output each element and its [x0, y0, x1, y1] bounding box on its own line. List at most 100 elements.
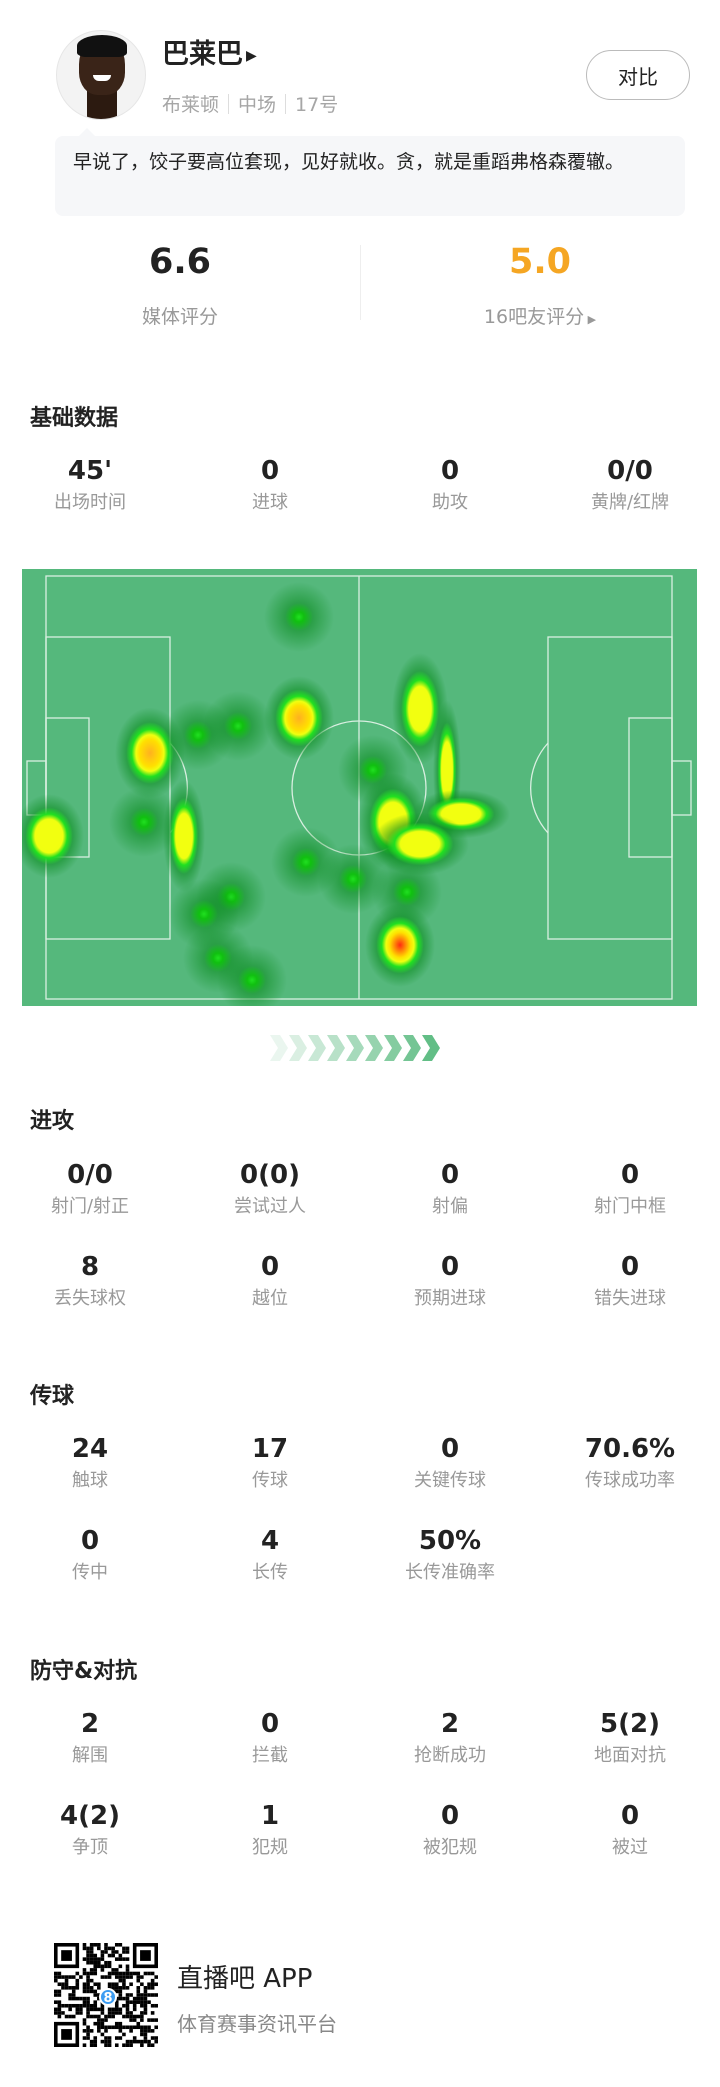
stat-label: 传中 — [72, 1562, 108, 1583]
stat-label: 长传准确率 — [405, 1562, 495, 1583]
media-rating-label: 媒体评分 — [141, 306, 218, 328]
arrow-chevron — [270, 1035, 288, 1061]
stat-label: 出场时间 — [54, 492, 126, 513]
player-name: 巴莱巴 — [162, 39, 243, 70]
stat-label: 犯规 — [252, 1837, 288, 1858]
stat-value: 0 — [440, 1434, 460, 1464]
attack-direction-arrows — [270, 1035, 440, 1061]
stat-cell: 1 犯规 — [180, 1801, 360, 1893]
app-tagline: 体育赛事资讯平台 — [177, 2012, 337, 2036]
stat-value: 0 — [620, 1252, 640, 1282]
fan-rating-label[interactable]: 16吧友评分 ▶ — [360, 302, 720, 329]
fan-rating-value: 5.0 — [508, 242, 571, 282]
stat-cell: 70.6% 传球成功率 — [540, 1434, 720, 1526]
heatmap-spot — [263, 675, 334, 760]
player-name-link[interactable]: 巴莱巴 ▶ — [162, 32, 257, 71]
passing-stats: 24 触球 17 传球 0 关键传球 70.6% 传球成功率 0 传中 4 长传 50% 长传准确率 — [0, 1434, 720, 1618]
fan-rating[interactable]: 5.0 16吧友评分 ▶ — [360, 242, 720, 329]
stat-cell: 50% 长传准确率 — [360, 1526, 540, 1618]
heatmap-spot — [263, 582, 334, 653]
stat-cell: 0 传中 — [0, 1526, 180, 1618]
stat-value: 0 — [260, 1709, 280, 1739]
app-name: 直播吧 APP — [177, 1964, 313, 1994]
stat-value: 0 — [440, 1160, 460, 1190]
stat-label: 解围 — [72, 1745, 108, 1766]
arrow-chevron — [403, 1035, 421, 1061]
stat-value: 17 — [251, 1434, 289, 1464]
stat-value: 0 — [440, 1801, 460, 1831]
stat-value: 50% — [418, 1526, 482, 1556]
stat-cell: 0 错失进球 — [540, 1252, 720, 1344]
stat-row: 0 传中 4 长传 50% 长传准确率 — [0, 1526, 720, 1618]
stat-row: 4(2) 争顶 1 犯规 0 被犯规 0 被过 — [0, 1801, 720, 1893]
arrow-chevron — [327, 1035, 345, 1061]
arrow-chevron — [384, 1035, 402, 1061]
stat-value: 4 — [260, 1526, 280, 1556]
section-title-basic: 基础数据 — [30, 406, 119, 431]
stat-label: 进球 — [252, 492, 288, 513]
media-rating: 6.6 媒体评分 — [0, 242, 360, 329]
stat-label: 黄牌/红牌 — [590, 492, 670, 513]
stat-cell: 0 关键传球 — [360, 1434, 540, 1526]
stat-label: 助攻 — [432, 492, 468, 513]
stat-cell: 0 助攻 — [360, 456, 540, 548]
stat-cell: 0/0 黄牌/红牌 — [540, 456, 720, 548]
stat-cell: 0 被过 — [540, 1801, 720, 1893]
stat-cell: 0(0) 尝试过人 — [180, 1160, 360, 1252]
stat-cell: 2 解围 — [0, 1709, 180, 1801]
arrow-chevron — [308, 1035, 326, 1061]
basic-stats: 45' 出场时间 0 进球 0 助攻 0/0 黄牌/红牌 — [0, 456, 720, 548]
stat-label: 抢断成功 — [414, 1745, 486, 1766]
fan-rating-text: 16吧友评分 — [483, 306, 585, 328]
section-title-defense: 防守&对抗 — [30, 1659, 138, 1684]
arrow-chevron — [365, 1035, 383, 1061]
heatmap-spot — [216, 944, 287, 1006]
stat-label: 拦截 — [252, 1745, 288, 1766]
attack-stats: 0/0 射门/射正 0(0) 尝试过人 0 射偏 0 射门中框 8 丢失球权 0 越位 0 预期进球 0 错失… — [0, 1160, 720, 1344]
stat-value: 0 — [260, 456, 280, 486]
stat-cell: 0 射偏 — [360, 1160, 540, 1252]
heatmap-spot — [163, 779, 205, 892]
stat-label: 争顶 — [72, 1837, 108, 1858]
heatmap-pitch — [22, 569, 697, 1006]
stat-row: 24 触球 17 传球 0 关键传球 70.6% 传球成功率 — [0, 1434, 720, 1526]
stat-label: 被犯规 — [423, 1837, 477, 1858]
heatmap-spot — [365, 902, 435, 987]
stat-value: 8 — [80, 1252, 100, 1282]
stat-cell: 0 拦截 — [180, 1709, 360, 1801]
stat-value: 0 — [80, 1526, 100, 1556]
stat-value: 2 — [80, 1709, 100, 1739]
stat-cell: 0 被犯规 — [360, 1801, 540, 1893]
stat-cell: 4(2) 争顶 — [0, 1801, 180, 1893]
stat-cell: 5(2) 地面对抗 — [540, 1709, 720, 1801]
stat-value: 1 — [260, 1801, 280, 1831]
stat-row: 0/0 射门/射正 0(0) 尝试过人 0 射偏 0 射门中框 — [0, 1160, 720, 1252]
stat-label: 射偏 — [432, 1196, 468, 1217]
stat-cell: 45' 出场时间 — [0, 456, 180, 548]
stat-label: 射门中框 — [594, 1196, 666, 1217]
stat-cell: 0/0 射门/射正 — [0, 1160, 180, 1252]
team: 布莱顿 — [162, 94, 220, 116]
section-title-passing: 传球 — [30, 1384, 75, 1409]
stat-label: 触球 — [72, 1470, 108, 1491]
player-meta: 布莱顿 中场 17号 — [162, 90, 338, 117]
player-avatar[interactable] — [56, 30, 146, 120]
stat-label: 丢失球权 — [54, 1288, 126, 1309]
arrow-chevron — [422, 1035, 440, 1061]
position: 中场 — [238, 94, 277, 116]
stat-cell: 8 丢失球权 — [0, 1252, 180, 1344]
stat-value: 0 — [440, 1252, 460, 1282]
heatmap-spot — [203, 691, 273, 762]
stat-value: 0 — [260, 1252, 280, 1282]
stat-label: 关键传球 — [414, 1470, 486, 1491]
compare-button[interactable]: 对比 — [586, 50, 690, 100]
stat-value: 5(2) — [600, 1709, 660, 1739]
section-title-attack: 进攻 — [30, 1109, 75, 1134]
stat-cell: 2 抢断成功 — [360, 1709, 540, 1801]
stat-value: 0(0) — [240, 1160, 300, 1190]
stat-cell: 17 传球 — [180, 1434, 360, 1526]
stat-label: 预期进球 — [414, 1288, 486, 1309]
stat-value: 2 — [440, 1709, 460, 1739]
divider — [360, 245, 361, 320]
stat-label: 错失进球 — [594, 1288, 666, 1309]
